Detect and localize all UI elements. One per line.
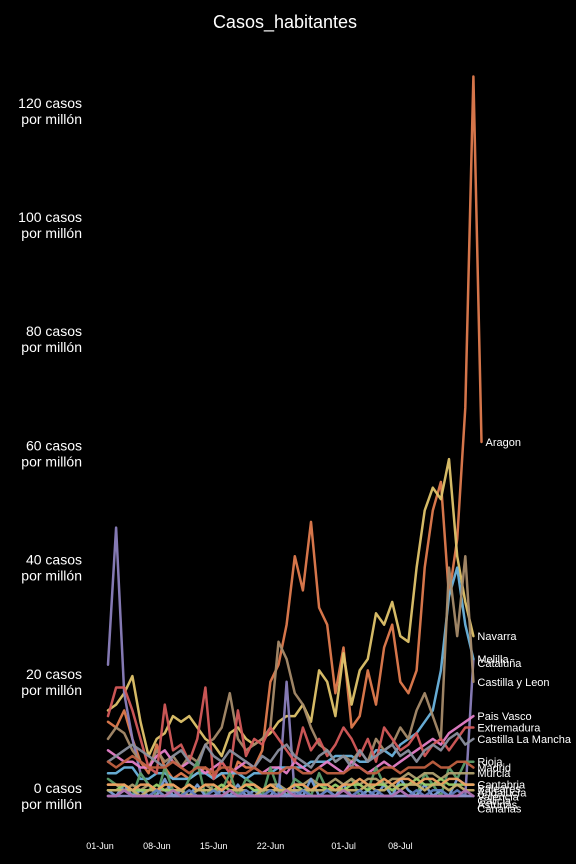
y-tick-label: 60 casos por millón: [21, 437, 82, 469]
series-label: Cataluña: [477, 658, 522, 670]
series-line: [106, 75, 483, 786]
series-line: [106, 554, 475, 769]
y-tick-label-line2: por millón: [21, 339, 82, 355]
y-tick-label: 20 casos por millón: [21, 666, 82, 698]
series-label: Canarias: [477, 804, 522, 816]
y-tick-label-line1: 20 casos: [26, 666, 82, 682]
x-tick-label: 08-Jun: [143, 841, 171, 851]
y-tick-label-line1: 60 casos: [26, 437, 82, 453]
y-tick-label-line2: por millón: [21, 568, 82, 584]
y-tick-label: 100 casos por millón: [18, 209, 82, 241]
y-tick-label-line1: 40 casos: [26, 552, 82, 568]
series-line: [106, 731, 475, 769]
series-label: Castilla y Leon: [477, 677, 549, 689]
y-tick-label-line2: por millón: [21, 682, 82, 698]
y-tick-label: 40 casos por millón: [21, 552, 82, 584]
x-tick-label: 01-Jul: [331, 841, 356, 851]
series-label: Murcia: [477, 768, 511, 780]
x-tick-label: 08-Jul: [388, 841, 413, 851]
x-tick-label: 22-Jun: [257, 841, 285, 851]
series-label: Rioja: [477, 757, 503, 769]
series-line: [106, 754, 475, 775]
y-tick-label-line2: por millón: [21, 796, 82, 812]
series-group: [106, 75, 483, 798]
series-label: Asturias: [477, 800, 517, 812]
series-label: Galicia: [477, 796, 512, 808]
y-tick-label-line2: por millón: [21, 111, 82, 127]
y-tick-label: 0 casos por millón: [21, 780, 82, 812]
x-tick-label: 15-Jun: [200, 841, 228, 851]
y-tick-label-line1: 120 casos: [18, 95, 82, 111]
series-line: [106, 686, 475, 781]
series-label: Madrid: [477, 762, 511, 774]
series-label: Baleares: [477, 784, 521, 796]
series-line: [106, 777, 475, 792]
y-tick-label-line1: 0 casos: [34, 780, 82, 796]
x-tick-label: 01-Jun: [86, 841, 114, 851]
series-label: Melilla: [477, 654, 509, 666]
series-label: Cantabria: [477, 780, 526, 792]
chart-title: Casos_habitantes: [213, 12, 357, 33]
y-tick-label: 120 casos por millón: [18, 95, 82, 127]
y-tick-label-line1: 80 casos: [26, 323, 82, 339]
series-line: [106, 789, 475, 798]
series-label: Valencia: [477, 792, 519, 804]
y-tick-label-line1: 100 casos: [18, 209, 82, 225]
series-label: Castilla La Mancha: [477, 734, 571, 746]
series-label: Extremadura: [477, 722, 541, 734]
y-tick-label-line2: por millón: [21, 453, 82, 469]
series-label: Navarra: [477, 631, 517, 643]
x-axis: 01-Jun 08-Jun 15-Jun 22-Jun 01-Jul 08-Jul: [86, 841, 412, 851]
series-label: Pais Vasco: [477, 711, 531, 723]
series-label: Aragon: [486, 437, 521, 449]
y-tick-label-line2: por millón: [21, 225, 82, 241]
series-label: Andalucía: [477, 788, 527, 800]
y-tick-label: 80 casos por millón: [21, 323, 82, 355]
